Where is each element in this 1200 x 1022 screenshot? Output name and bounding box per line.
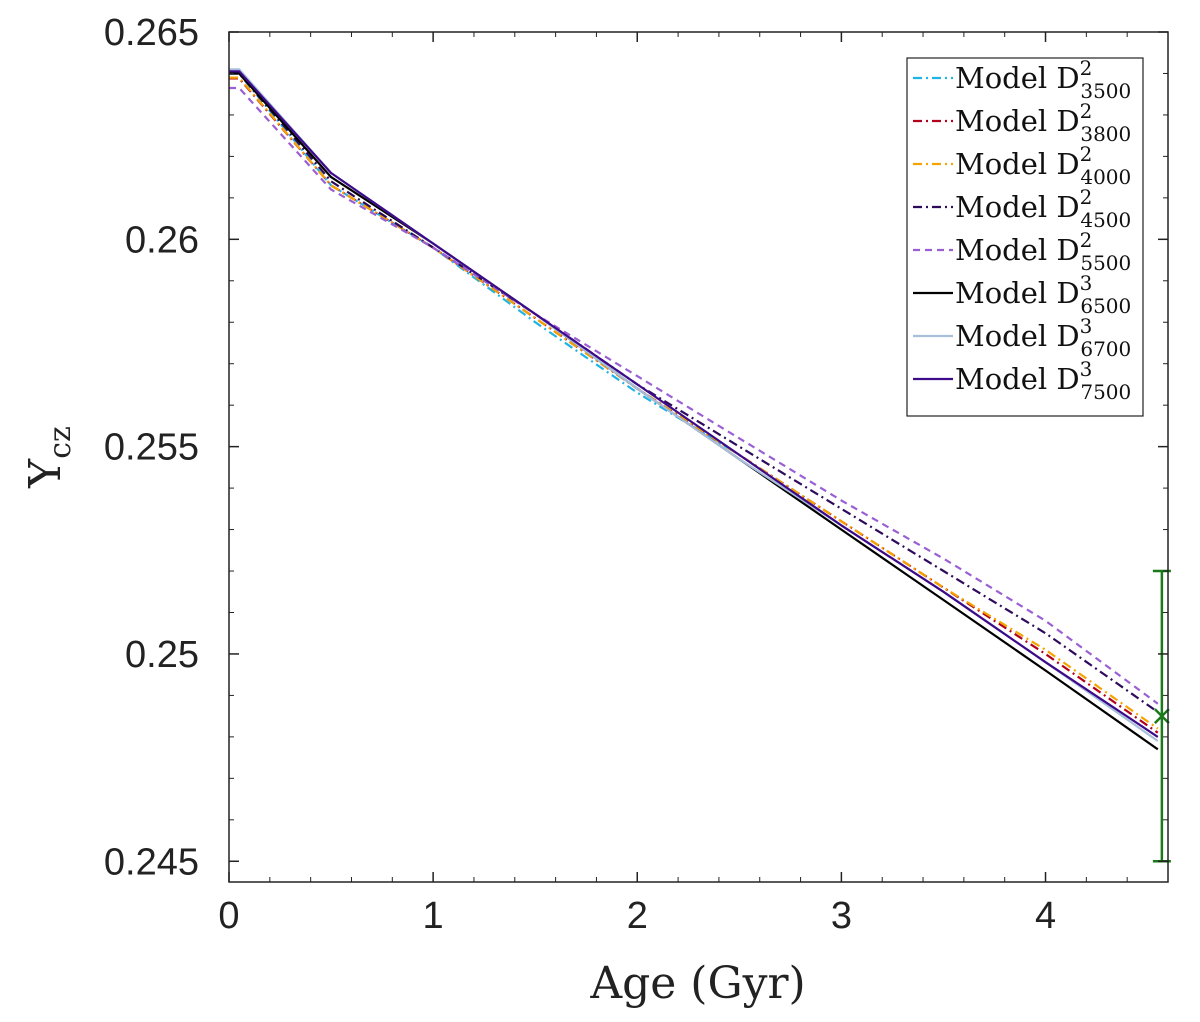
legend-label-4500: Model D2 4500 bbox=[955, 185, 1131, 232]
svg-text:Ycz: Ycz bbox=[20, 426, 78, 489]
legend-label-7500: Model D3 7500 bbox=[955, 357, 1131, 404]
y-axis-label-main: Y bbox=[20, 458, 71, 489]
legend-box bbox=[906, 57, 1144, 417]
x-tick-label: 1 bbox=[423, 895, 444, 937]
y-tick-label: 0.255 bbox=[104, 427, 199, 469]
y-axis-label-sub: cz bbox=[43, 426, 78, 459]
plot-frame bbox=[228, 31, 1169, 883]
y-tick-label: 0.265 bbox=[104, 12, 199, 54]
legend-label-5500: Model D2 5500 bbox=[955, 228, 1131, 275]
x-tick-label: 0 bbox=[218, 895, 239, 937]
ticks-layer: 0 1 2 3 4 0.245 0.25 0.255 0.26 0.265 bbox=[104, 12, 1168, 937]
y-tick-label: 0.245 bbox=[104, 841, 199, 883]
x-tick-label: 3 bbox=[831, 895, 852, 937]
series-layer bbox=[229, 68, 1159, 751]
x-tick-label: 2 bbox=[627, 895, 648, 937]
x-tick-label: 4 bbox=[1035, 895, 1056, 937]
series-line-5500 bbox=[229, 86, 1159, 705]
y-tick-label: 0.25 bbox=[125, 634, 199, 676]
y-tick-label: 0.26 bbox=[125, 219, 199, 261]
series-line-3500 bbox=[229, 72, 740, 456]
y-axis-label: Ycz bbox=[20, 426, 78, 489]
legend-label-3500: Model D2 3500 bbox=[955, 56, 1131, 103]
x-axis-label: Age (Gyr) bbox=[589, 958, 805, 1009]
legend-label-6500: Model D3 6500 bbox=[955, 271, 1131, 318]
legend-label-3800: Model D2 3800 bbox=[955, 99, 1131, 146]
series-line-7500 bbox=[229, 70, 1159, 738]
legend-label-4000: Model D2 4000 bbox=[955, 142, 1131, 189]
legend-label-6700: Model D3 6700 bbox=[955, 314, 1131, 361]
observation-marker bbox=[1153, 708, 1170, 725]
